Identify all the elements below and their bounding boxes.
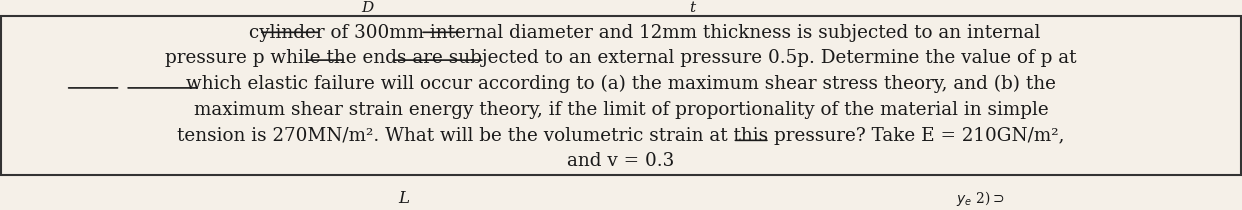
Text: L: L xyxy=(397,190,409,207)
Text: D: D xyxy=(360,1,373,16)
Text: t: t xyxy=(689,1,696,16)
Text: $y_e$ 2)$\supset$: $y_e$ 2)$\supset$ xyxy=(955,189,1004,208)
Text: cylinder of 300mm internal diameter and 12mm thickness is subjected to an intern: cylinder of 300mm internal diameter and … xyxy=(165,24,1077,171)
